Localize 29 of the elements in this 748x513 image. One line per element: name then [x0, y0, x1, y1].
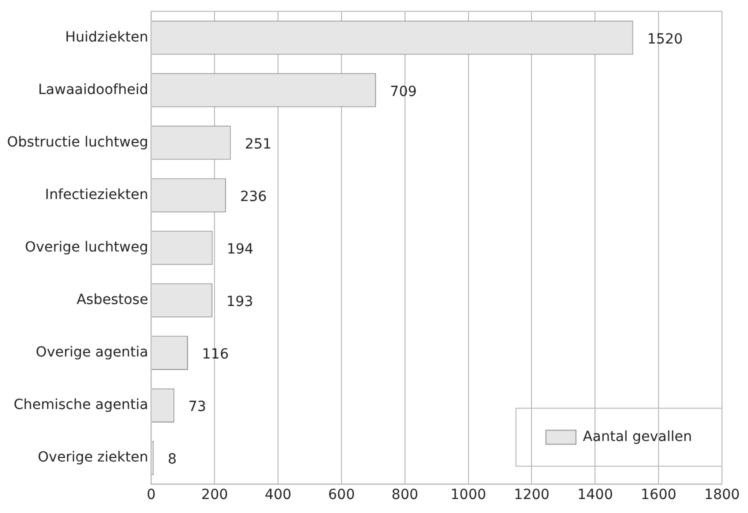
y-tick-label: Overige agentia	[36, 344, 148, 361]
data-label: 251	[244, 136, 272, 152]
data-label: 73	[188, 399, 206, 416]
data-label: 194	[226, 241, 254, 258]
x-tick-label: 1200	[514, 487, 550, 504]
x-tick-label: 600	[328, 487, 355, 504]
x-tick-label: 0	[146, 487, 156, 504]
legend-label: Aantal gevallen	[582, 428, 692, 445]
y-tick-label: Asbestose	[76, 292, 148, 308]
y-tick-label: Infectieziekten	[45, 186, 148, 203]
data-label: 236	[240, 188, 267, 205]
x-tick-label: 1400	[577, 487, 613, 504]
x-tick-label: 400	[264, 487, 292, 504]
data-label: 116	[202, 346, 229, 363]
x-tick-label: 1600	[640, 487, 676, 504]
x-tick-label: 200	[201, 487, 228, 504]
x-tick-label: 1000	[450, 487, 486, 504]
data-label: 193	[226, 294, 254, 310]
y-tick-label: Lawaaidoofheid	[38, 82, 148, 98]
y-tick-label: Overige luchtweg	[24, 239, 148, 256]
data-label: 709	[390, 84, 417, 100]
y-tick-label: Chemische agentia	[14, 397, 148, 414]
data-label: 8	[168, 452, 177, 468]
x-tick-label: 1800	[704, 487, 740, 504]
y-tick-label: Obstructie luchtweg	[6, 134, 148, 150]
data-label: 1520	[647, 31, 683, 48]
y-tick-label: Overige ziekten	[38, 450, 148, 466]
y-tick-label: Huidziekten	[65, 29, 148, 46]
x-tick-label: 800	[392, 487, 418, 504]
